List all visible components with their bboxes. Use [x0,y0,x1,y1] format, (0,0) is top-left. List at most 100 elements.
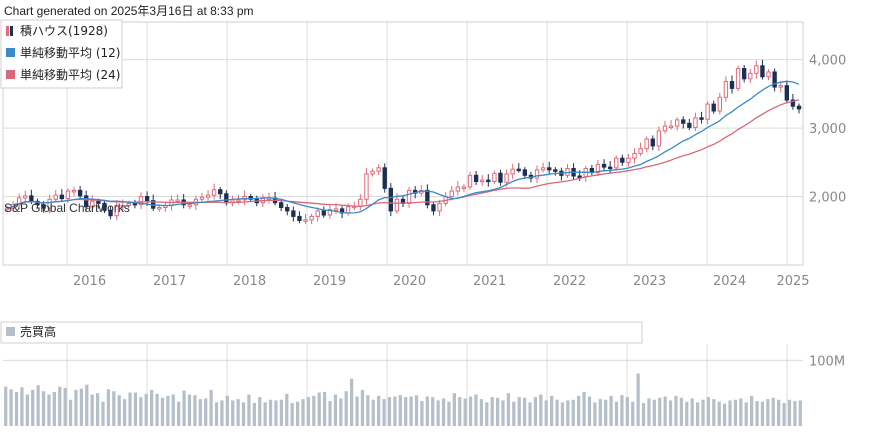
candle-body [461,186,467,189]
candle [376,164,381,175]
candle-body [53,194,58,200]
candle-body [211,189,217,196]
volume-bar [155,393,159,426]
candle-body [96,200,101,204]
candle [766,69,771,81]
x-tick-label-2024: 2024 [713,274,746,289]
price-legend-box [0,19,123,89]
candle-body [47,198,52,209]
candle [723,76,729,102]
candle [53,189,58,203]
volume-bar [247,394,251,426]
candle-body [382,167,387,189]
volume-bar [598,399,602,426]
volume-bar [695,402,700,426]
volume-bar [690,398,694,426]
volume-bar [668,400,673,426]
volume-bar [474,394,478,426]
candle-body [693,117,698,128]
volume-bar [225,395,229,426]
volume-bar [398,395,402,426]
volume-bar [393,396,397,426]
volume-bar [414,395,419,426]
volume-bar [160,397,165,426]
volume-bar [106,389,111,426]
candle-body [607,166,613,170]
volume-bar [95,393,100,426]
volume-bar [517,397,521,426]
volume-bar [371,399,375,426]
candle-body [711,103,716,112]
volume-bar [31,389,35,426]
candle-body [650,138,655,147]
candle-body [431,204,436,212]
candle-body [632,152,637,159]
volume-bar [625,397,629,426]
candle-body [778,85,783,88]
volume-bar [14,391,19,426]
candle [553,167,558,176]
volume-bar [512,401,516,426]
volume-bar [387,397,392,426]
candle [754,60,759,79]
volume-bar [679,397,683,426]
candle [748,68,753,84]
volume-bar [674,395,678,426]
volume-bar [252,403,256,426]
volume-bar [128,392,132,426]
price-candles [4,59,802,225]
candle-body [547,167,552,171]
volume-bar [425,396,429,426]
candle-body [455,186,461,192]
volume-bar [663,396,667,426]
candle [205,189,211,201]
candle-body [699,117,704,120]
candle-body [394,198,400,212]
volume-bar [652,399,656,426]
volume-bar [382,399,386,426]
candle [699,111,704,124]
candle-body [516,168,521,172]
volume-bar [344,391,348,426]
candle-body [540,167,546,171]
candle-body [748,72,753,80]
volume-bar [182,390,186,426]
volume-bar [290,403,294,426]
candle [278,199,284,212]
candle [516,163,521,173]
volume-bar [177,401,181,426]
candle [705,101,710,125]
volume-bar [495,397,500,426]
volume-bar [268,399,273,426]
volume-bar [582,391,586,426]
candle [59,189,65,203]
x-tick-label-2016: 2016 [73,274,106,289]
volume-bar [750,395,754,426]
legend-item-ma12: 単純移動平均 (12) [6,46,120,60]
volume-legend-box [0,321,643,344]
legend-label-ma24: 単純移動平均 (24) [20,68,120,82]
candle-body [687,122,692,128]
candle-body [723,81,729,98]
candle-body [278,202,284,209]
y-tick-label-2: 4,000 [809,54,846,69]
candle [796,103,802,114]
candle [90,195,95,212]
candle [632,148,637,164]
volume-bar [193,395,197,426]
candle [729,75,735,94]
candle [638,142,643,157]
volume-bar [728,400,732,426]
volume-bar [166,395,170,426]
candle [431,202,436,216]
candle [620,154,625,166]
candle-body [674,119,680,127]
candle-body [668,125,674,129]
volume-bar [533,397,538,426]
candle [674,117,680,131]
candle-body [59,194,65,200]
volume-bar [112,391,116,426]
candle [741,64,747,83]
candle [114,200,119,221]
volume-bar [317,392,321,426]
